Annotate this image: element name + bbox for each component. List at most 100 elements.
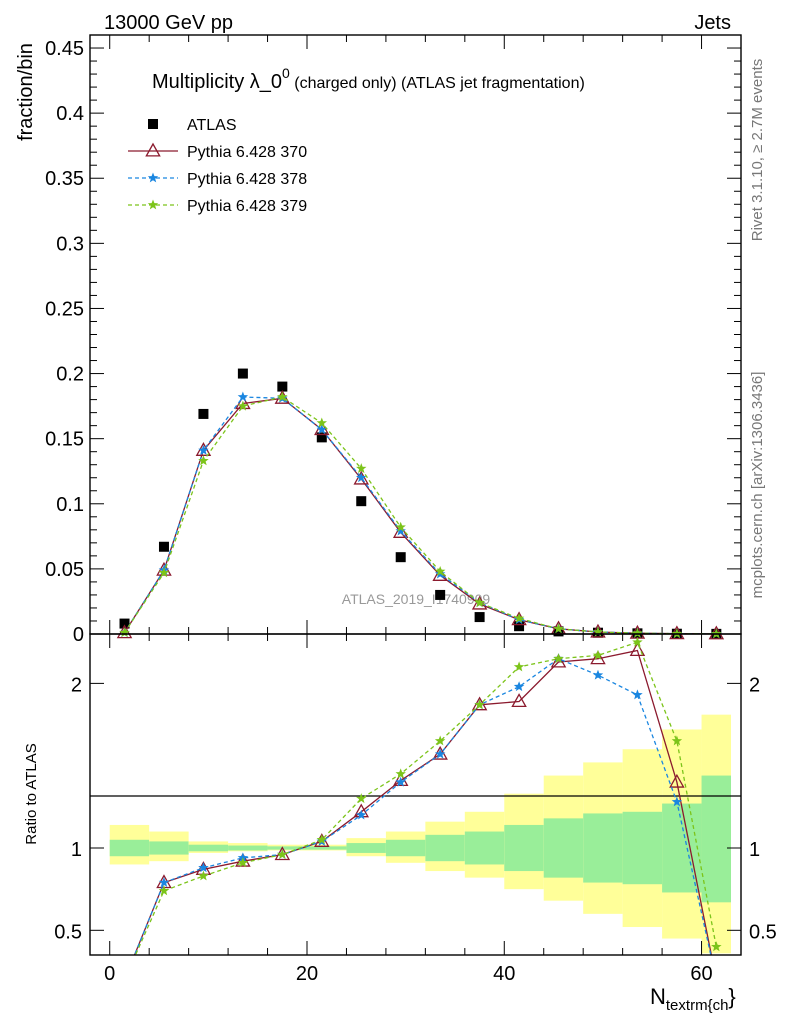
stat-uncertainty-band [228,845,268,851]
energy-label: 13000 GeV pp [104,12,233,34]
x-label-sub: textrm{ch [666,997,729,1014]
title-main: Multiplicity λ_0 [152,71,282,93]
main-data-point [198,408,209,419]
main-y-axis: 0 0.05 0.1 0.15 0.2 0.25 0.3 0.35 0.4 0.45 [45,35,742,646]
ratio-data-point [629,642,646,657]
stat-uncertainty-band [109,839,150,857]
legend-marker [145,142,161,157]
title-sup: 0 [282,65,290,81]
x-label-main: N [650,984,666,1009]
main-data-point [474,612,485,623]
main-data-point [158,541,169,552]
ratio-data-point [434,735,446,746]
ratio-data-point [474,699,485,710]
main-y-tick-label: 0.45 [45,38,84,60]
main-y-tick-label: 0 [73,624,84,646]
main-data-point [395,552,406,563]
main-data-point [395,525,406,536]
main-y-tick-label: 0.1 [56,494,84,516]
stat-uncertainty-band [149,841,189,855]
analysis-watermark: ATLAS_2019_I1740909 [342,591,491,607]
ratio-data-point [592,649,604,660]
stat-uncertainty-band [701,775,731,903]
main-data-point [553,623,564,634]
ratio-data-point [671,735,683,746]
ratio-data-point [356,793,367,804]
stat-uncertainty-band [504,824,544,872]
legend-label: Pythia 6.428 370 [187,144,307,161]
main-data-point [514,621,525,632]
main-data-point [316,424,327,434]
main-data-point [356,472,367,483]
ratio-data-point [158,877,170,887]
ratio-data-point [669,773,685,788]
main-data-point [513,612,525,623]
stat-uncertainty-band [583,813,623,883]
ratio-data-point [632,636,643,647]
x-tick-label: 0 [104,963,115,985]
stat-uncertainty-band [543,818,584,878]
ratio-data-point [395,768,406,779]
stat-uncertainty-band [188,844,229,852]
ratio-y-tick-label-right: 0.5 [749,921,777,943]
main-y-tick-label: 0.05 [45,559,84,581]
main-data-point [277,381,288,392]
main-y-tick-label: 0.2 [56,364,84,386]
ratio-data-point [356,809,367,820]
stat-uncertainty-band [346,843,386,853]
ratio-data-point [277,849,288,859]
legend-marker [148,119,158,129]
main-y-tick-label: 0.35 [45,168,84,190]
main-y-tick-label: 0.15 [45,429,84,451]
stat-uncertainty-band [425,834,465,862]
main-data-point [632,627,643,638]
main-data-point [119,618,130,629]
ratio-data-point [235,852,251,867]
main-data-point [471,595,488,610]
ratio-y-tick-label-right: 2 [749,674,760,696]
stat-uncertainty-band [464,831,505,865]
ratio-data-point [671,796,683,807]
ratio-data-point [513,681,525,692]
stat-uncertainty-band [662,803,702,893]
ratio-series-line [134,641,717,955]
main-series-star [119,391,722,639]
main-data-point [434,566,446,576]
x-label-suffix: } [728,984,735,1009]
main-data-point [316,432,327,443]
ratio-y-tick-label: 2 [71,674,82,696]
main-data-point [435,589,446,600]
legend: ATLAS Pythia 6.428 370 Pythia 6.428 378 Pyt… [128,117,307,215]
main-y-tick-label: 0.4 [56,103,84,125]
main-data-point [356,463,367,474]
ratio-series-line [133,649,713,955]
main-data-point [553,626,564,637]
legend-label: Pythia 6.428 379 [187,198,307,215]
ratio-uncertainty-bands [109,714,731,954]
x-tick-label: 60 [690,963,712,985]
ratio-data-point [198,870,209,881]
main-data-point [592,626,604,637]
stat-uncertainty-band [267,846,307,850]
rivet-label: Rivet 3.1.10, ≥ 2.7M events [749,59,766,242]
main-data-point [237,391,249,402]
main-data-point [353,470,370,485]
x-tick-label: 40 [493,963,515,985]
main-series-group [116,368,725,640]
ratio-data-point [511,693,527,708]
ratio-series-group [133,636,722,955]
main-data-point [392,524,409,538]
main-data-point [119,627,130,638]
stat-uncertainty-band [385,839,426,857]
main-data-point [198,455,209,466]
chart-title: Multiplicity λ_00 (charged only) (ATLAS … [152,65,585,93]
stat-uncertainty-band [307,846,347,850]
main-data-point [356,496,367,507]
main-series-line [123,396,717,635]
main-data-point [237,400,249,411]
process-label: Jets [694,12,731,34]
ratio-series-star [134,636,722,955]
mcplots-label: mcplots.cern.ch [arXiv:1306.3436] [749,372,766,599]
main-data-point [158,567,170,578]
